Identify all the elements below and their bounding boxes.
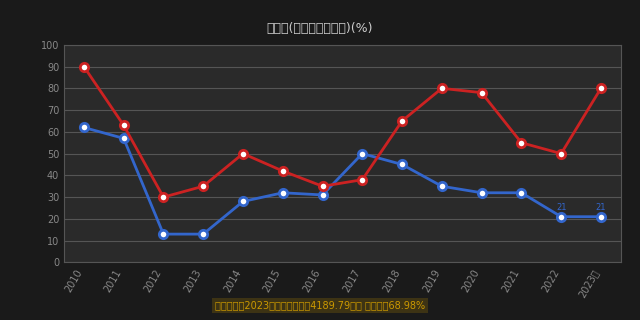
净利率 bbox=[358, 178, 366, 182]
净利 bbox=[120, 136, 127, 140]
净利率 bbox=[159, 195, 167, 199]
净利率 bbox=[120, 124, 127, 127]
Text: 净利率(以及营业净利率)(%): 净利率(以及营业净利率)(%) bbox=[267, 22, 373, 36]
Line: 净利: 净利 bbox=[80, 123, 605, 238]
净利率 bbox=[438, 86, 445, 90]
净利率 bbox=[557, 152, 565, 156]
净利率 bbox=[398, 119, 406, 123]
净利率 bbox=[80, 65, 88, 68]
净利 bbox=[319, 193, 326, 197]
净利 bbox=[597, 215, 605, 219]
净利 bbox=[398, 163, 406, 166]
Text: 21: 21 bbox=[596, 203, 606, 212]
净利率 bbox=[477, 91, 485, 95]
净利 bbox=[438, 184, 445, 188]
净利 bbox=[518, 191, 525, 195]
净利 bbox=[477, 191, 485, 195]
净利率 bbox=[597, 86, 605, 90]
净利率 bbox=[518, 141, 525, 145]
净利 bbox=[239, 200, 247, 204]
净利率 bbox=[239, 152, 247, 156]
Text: 韶能股份：2023年上半年净利润4189.79万元 同比下降68.98%: 韶能股份：2023年上半年净利润4189.79万元 同比下降68.98% bbox=[215, 300, 425, 310]
净利 bbox=[200, 232, 207, 236]
净利率 bbox=[200, 184, 207, 188]
净利 bbox=[279, 191, 287, 195]
净利 bbox=[80, 125, 88, 129]
净利 bbox=[159, 232, 167, 236]
Line: 净利率: 净利率 bbox=[80, 62, 605, 201]
净利 bbox=[557, 215, 565, 219]
净利率 bbox=[279, 169, 287, 173]
Text: 21: 21 bbox=[556, 203, 566, 212]
净利率 bbox=[319, 184, 326, 188]
净利 bbox=[358, 152, 366, 156]
